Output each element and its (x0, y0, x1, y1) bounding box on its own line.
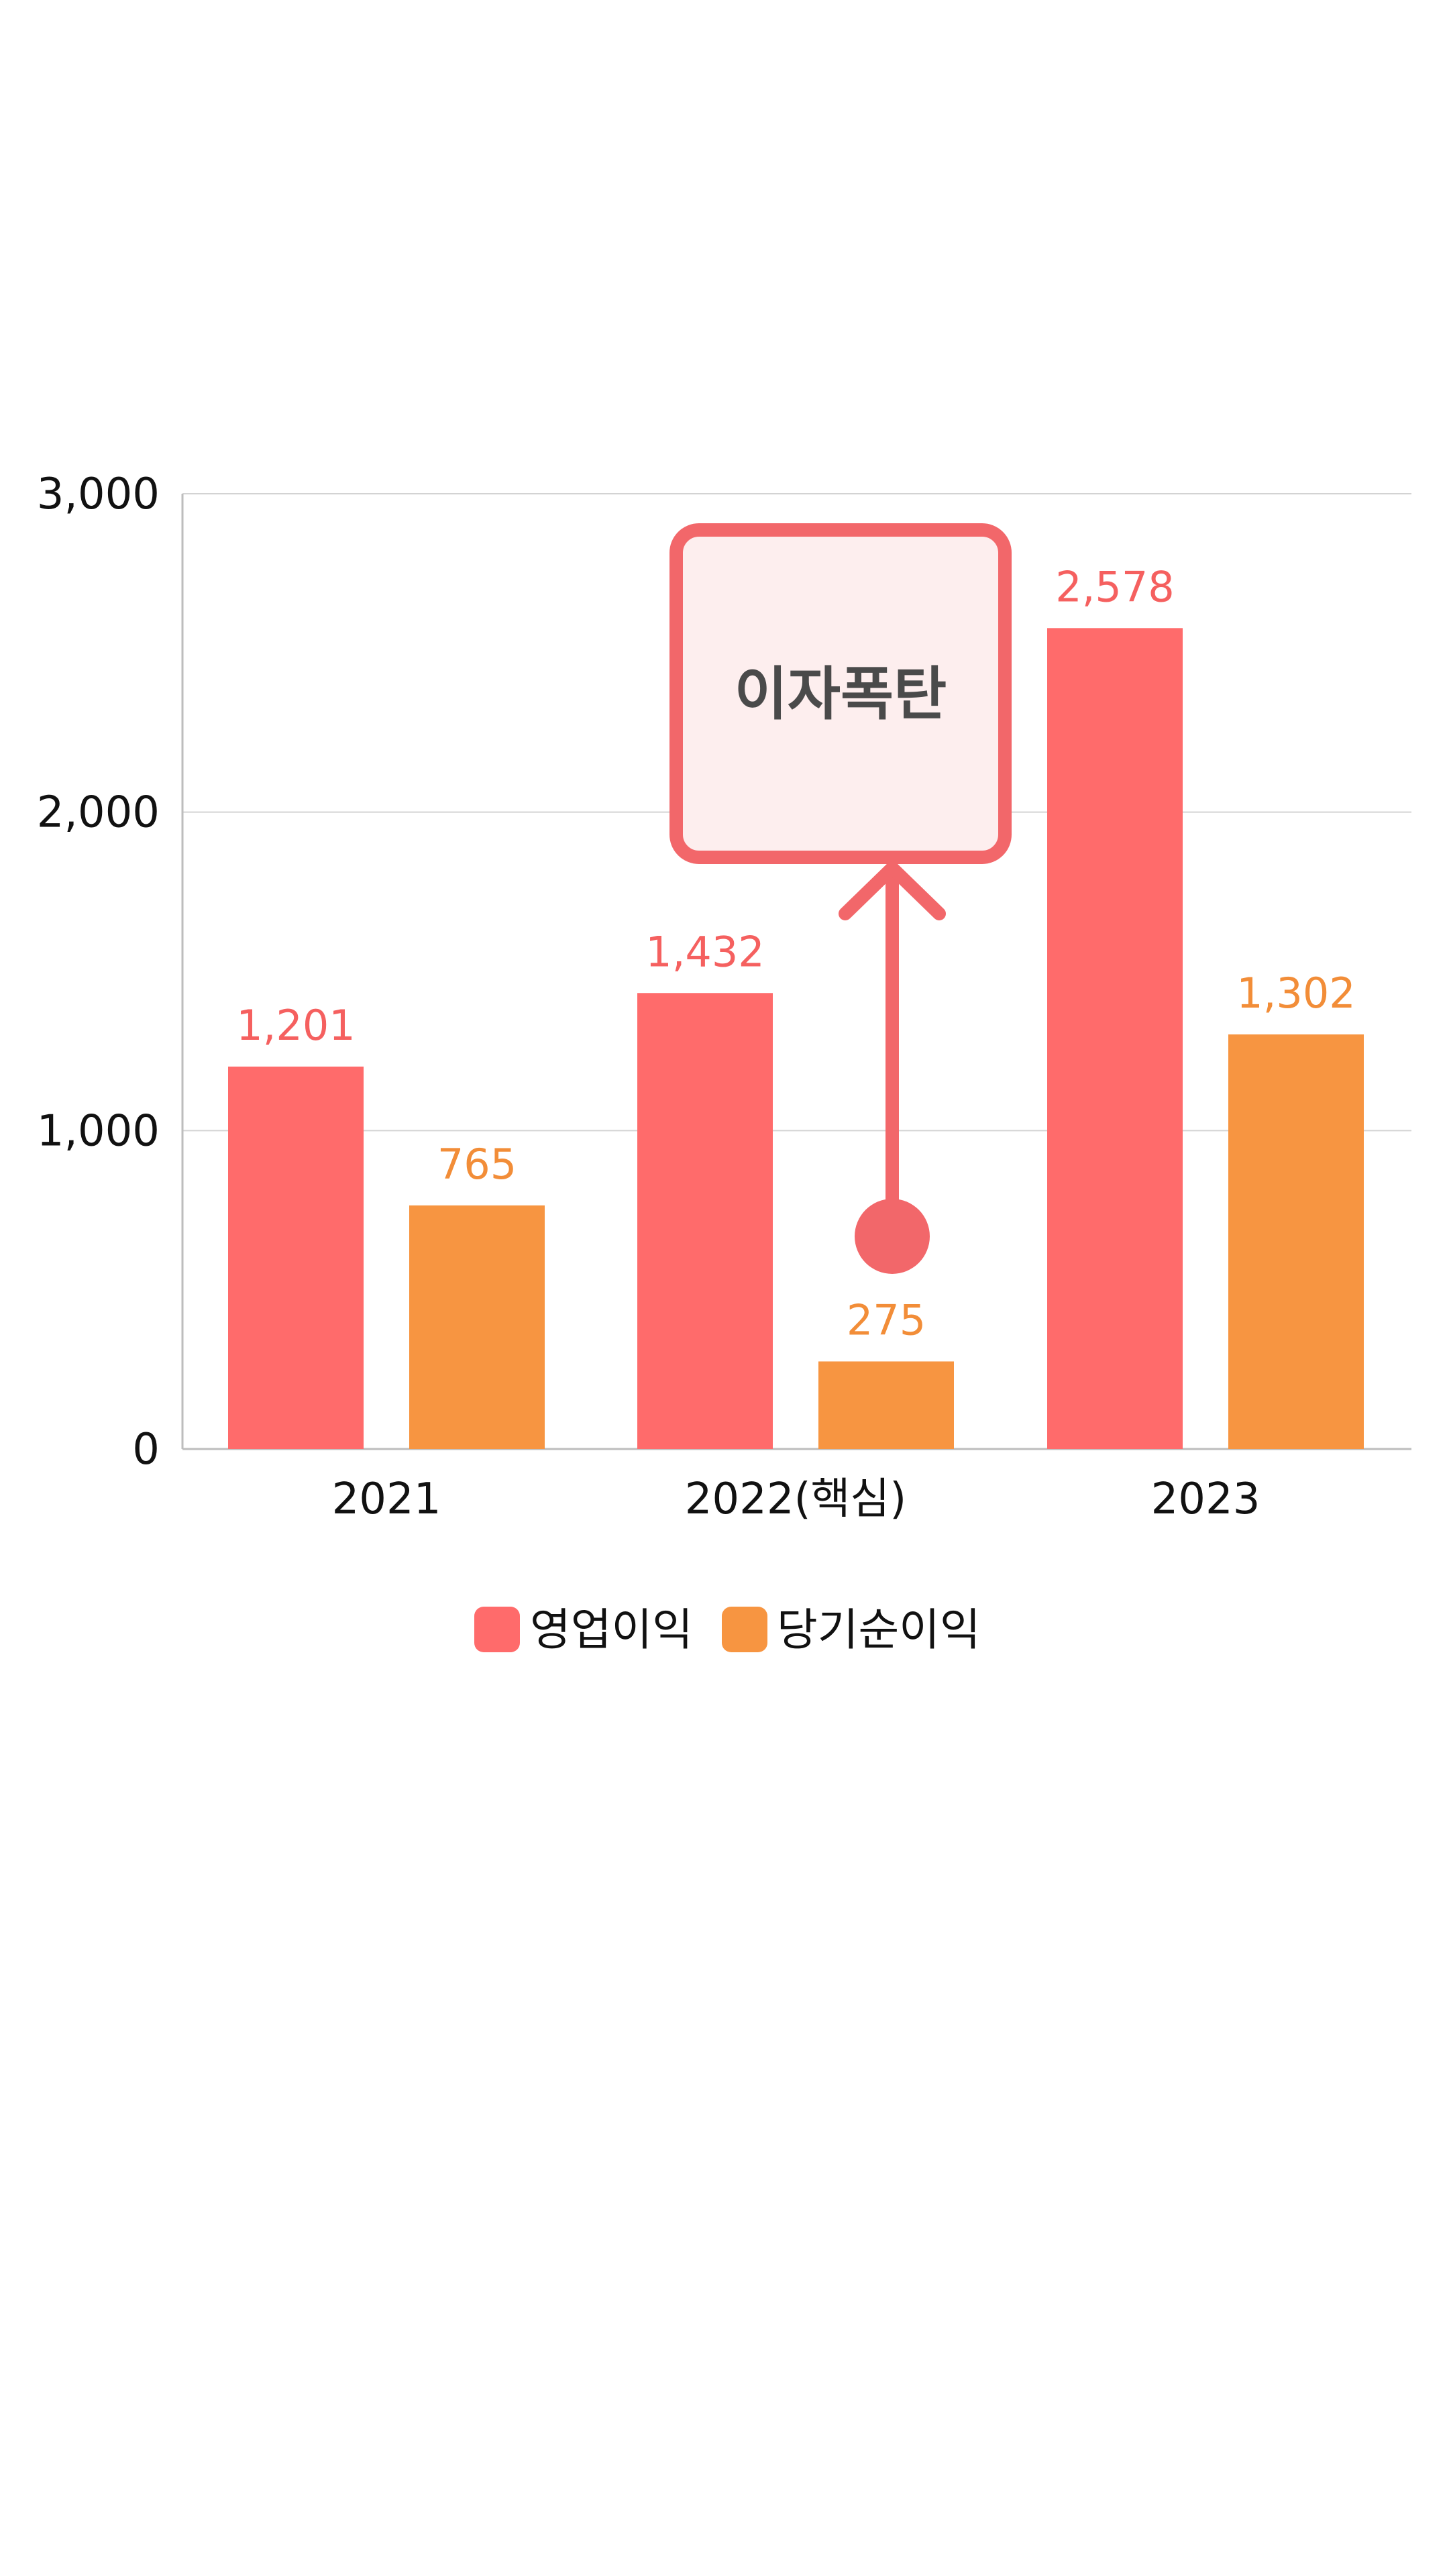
callout-annotation: 이자폭탄 (669, 523, 1012, 1274)
data-label: 765 (437, 1140, 517, 1189)
bar-net-income-0 (409, 1205, 545, 1449)
y-axis-ticks: 0 1,000 2,000 3,000 (37, 470, 160, 1474)
callout-box (669, 523, 1012, 864)
bar-net-income-2 (1228, 1034, 1364, 1449)
x-category-label: 2023 (1151, 1474, 1260, 1524)
callout-arrow-dot (855, 1199, 930, 1274)
bar-operating-profit-1 (637, 993, 773, 1449)
legend-label: 영업이익 (530, 1604, 693, 1656)
data-label: 1,302 (1236, 969, 1356, 1018)
x-category-label: 2021 (332, 1474, 441, 1524)
bars (228, 628, 1364, 1449)
legend-label: 당기순이익 (777, 1604, 981, 1656)
data-label: 275 (847, 1295, 926, 1344)
data-label: 1,201 (236, 1001, 356, 1050)
bar-operating-profit-0 (228, 1066, 364, 1449)
y-tick-label: 1,000 (37, 1106, 160, 1156)
y-tick-label: 0 (132, 1425, 160, 1474)
bar-operating-profit-2 (1047, 628, 1183, 1449)
data-labels: 1,201 1,432 2,578 765 275 1,302 (236, 562, 1356, 1344)
y-tick-label: 3,000 (37, 470, 160, 519)
legend: 영업이익 당기순이익 (474, 1604, 981, 1656)
legend-swatch (474, 1607, 520, 1652)
data-label: 2,578 (1055, 562, 1175, 611)
callout-arrow-head (839, 861, 946, 920)
x-category-label: 2022(핵심) (685, 1474, 907, 1524)
legend-swatch (722, 1607, 767, 1652)
bar-net-income-1 (818, 1361, 954, 1449)
callout-text: 이자폭탄 (735, 661, 947, 728)
data-label: 1,432 (645, 927, 765, 976)
x-axis-labels: 2021 2022(핵심) 2023 (332, 1474, 1260, 1524)
y-tick-label: 2,000 (37, 788, 160, 838)
